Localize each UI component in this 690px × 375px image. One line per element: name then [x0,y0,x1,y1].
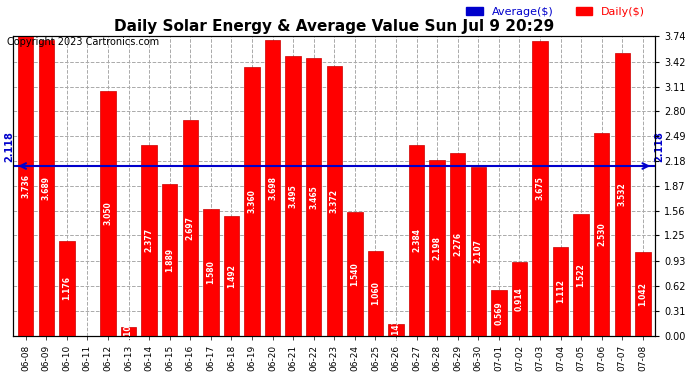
Text: 1.889: 1.889 [165,248,174,272]
Text: 2.530: 2.530 [597,222,607,246]
Bar [18,36,33,336]
Bar [162,184,177,336]
Bar [573,214,589,336]
Text: 2.377: 2.377 [145,228,154,252]
Text: 1.176: 1.176 [62,276,71,300]
Text: 0.103: 0.103 [124,320,133,344]
Text: 2.276: 2.276 [453,232,462,256]
Bar [326,66,342,336]
Bar [594,133,609,336]
Bar [100,92,116,336]
Bar [553,246,569,336]
Bar [368,251,383,336]
Bar [408,145,424,336]
Text: 2.118: 2.118 [4,131,14,162]
Bar [183,120,198,336]
Text: 0.143: 0.143 [391,318,400,342]
Text: 3.495: 3.495 [288,184,297,207]
Bar [635,252,651,336]
Bar [512,262,527,336]
Bar [532,41,548,336]
Bar [491,290,506,336]
Bar [265,39,280,336]
Legend: Average($), Daily($): Average($), Daily($) [462,3,649,22]
Text: 0.914: 0.914 [515,287,524,311]
Text: Copyright 2023 Cartronics.com: Copyright 2023 Cartronics.com [7,37,159,47]
Text: 3.689: 3.689 [41,176,51,200]
Bar [286,56,301,336]
Text: 3.698: 3.698 [268,176,277,200]
Text: 1.112: 1.112 [556,279,565,303]
Text: 3.532: 3.532 [618,182,627,206]
Bar [203,209,219,336]
Text: 3.372: 3.372 [330,189,339,213]
Bar [347,212,362,336]
Text: 3.736: 3.736 [21,174,30,198]
Text: 1.060: 1.060 [371,281,380,305]
Bar [121,327,136,336]
Title: Daily Solar Energy & Average Value Sun Jul 9 20:29: Daily Solar Energy & Average Value Sun J… [114,19,554,34]
Text: 1.580: 1.580 [206,260,215,284]
Text: 3.675: 3.675 [535,177,544,200]
Text: 2.697: 2.697 [186,216,195,240]
Text: 1.042: 1.042 [638,282,647,306]
Bar [450,153,465,336]
Text: 0.569: 0.569 [494,301,503,325]
Bar [615,53,630,336]
Bar [39,40,54,336]
Bar [471,167,486,336]
Text: 3.050: 3.050 [104,202,112,225]
Bar [388,324,404,336]
Bar [429,160,445,336]
Text: 2.118: 2.118 [654,131,664,162]
Bar [141,145,157,336]
Text: 1.522: 1.522 [577,263,586,286]
Text: 2.384: 2.384 [412,228,421,252]
Bar [224,216,239,336]
Text: 1.492: 1.492 [227,264,236,288]
Text: 3.360: 3.360 [248,189,257,213]
Text: 2.107: 2.107 [474,239,483,263]
Bar [244,67,259,336]
Text: 3.465: 3.465 [309,185,318,209]
Text: 1.540: 1.540 [351,262,359,286]
Bar [306,58,322,336]
Bar [59,242,75,336]
Text: 2.198: 2.198 [433,236,442,260]
